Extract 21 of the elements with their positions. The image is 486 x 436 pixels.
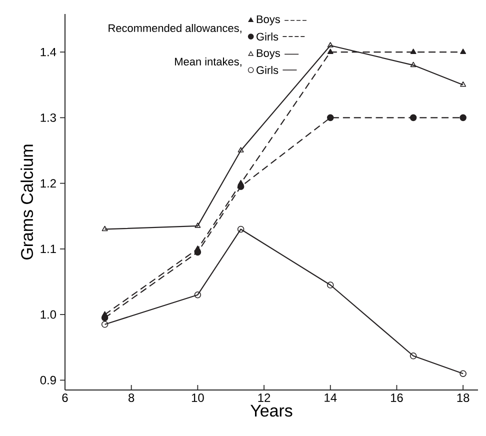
y-tick-label: 1.4 — [40, 48, 56, 56]
x-tick-label: 8 — [128, 394, 134, 402]
annotation: Mean intakes, — [175, 57, 242, 67]
annotation: Recommended allowances, — [108, 24, 242, 34]
legend-label: Boys — [256, 49, 280, 60]
x-tick-label: 18 — [457, 394, 470, 402]
x-tick-label: 12 — [258, 394, 270, 402]
legend-label: Boys — [256, 15, 280, 26]
x-tick-label: 16 — [390, 394, 403, 402]
y-tick-label: 0.9 — [40, 376, 56, 384]
legend-label: Girls — [256, 32, 278, 41]
y-tick-label: 1.3 — [40, 113, 56, 122]
x-tick-label: 10 — [192, 394, 204, 402]
y-tick-label: 1.1 — [40, 244, 56, 254]
x-tick-label: 6 — [62, 394, 68, 402]
x-axis-title: Years — [250, 404, 292, 417]
y-axis-title: Grams Calcium — [20, 144, 34, 260]
y-tick-label: 1.0 — [40, 310, 56, 319]
legend-label: Girls — [256, 66, 278, 74]
y-tick-label: 1.2 — [40, 179, 56, 188]
x-tick-label: 14 — [324, 394, 337, 402]
